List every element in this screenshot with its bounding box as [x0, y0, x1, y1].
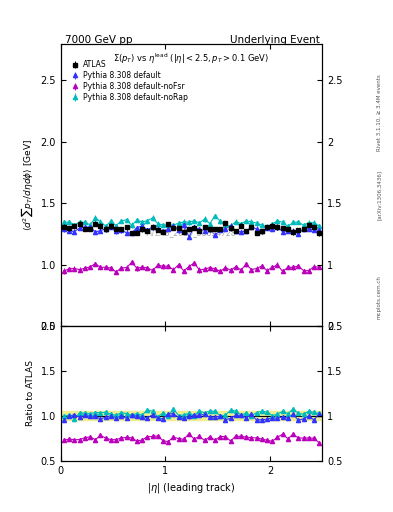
Text: [arXiv:1306.3436]: [arXiv:1306.3436]	[377, 169, 382, 220]
Text: $\Sigma(p_T)$ vs $\eta^{\mathrm{lead}}$ $(|\eta| < 2.5, p_T > 0.1$ GeV$)$: $\Sigma(p_T)$ vs $\eta^{\mathrm{lead}}$ …	[114, 52, 270, 67]
Bar	[61, 412, 322, 420]
Y-axis label: $\langle d^2 \sum p_T / d\eta d\phi \rangle$ [GeV]: $\langle d^2 \sum p_T / d\eta d\phi \ran…	[20, 139, 35, 231]
Text: mcplots.cern.ch: mcplots.cern.ch	[377, 275, 382, 319]
Text: 7000 GeV pp: 7000 GeV pp	[65, 35, 132, 45]
Text: Underlying Event: Underlying Event	[230, 35, 320, 45]
Y-axis label: Ratio to ATLAS: Ratio to ATLAS	[26, 360, 35, 426]
Text: ATLAS_2010_S8894728: ATLAS_2010_S8894728	[147, 228, 237, 238]
Text: Rivet 3.1.10, ≥ 3.4M events: Rivet 3.1.10, ≥ 3.4M events	[377, 74, 382, 151]
X-axis label: $|\eta|$ (leading track): $|\eta|$ (leading track)	[147, 481, 236, 495]
Legend: ATLAS, Pythia 8.308 default, Pythia 8.308 default-noFsr, Pythia 8.308 default-no: ATLAS, Pythia 8.308 default, Pythia 8.30…	[67, 59, 190, 103]
